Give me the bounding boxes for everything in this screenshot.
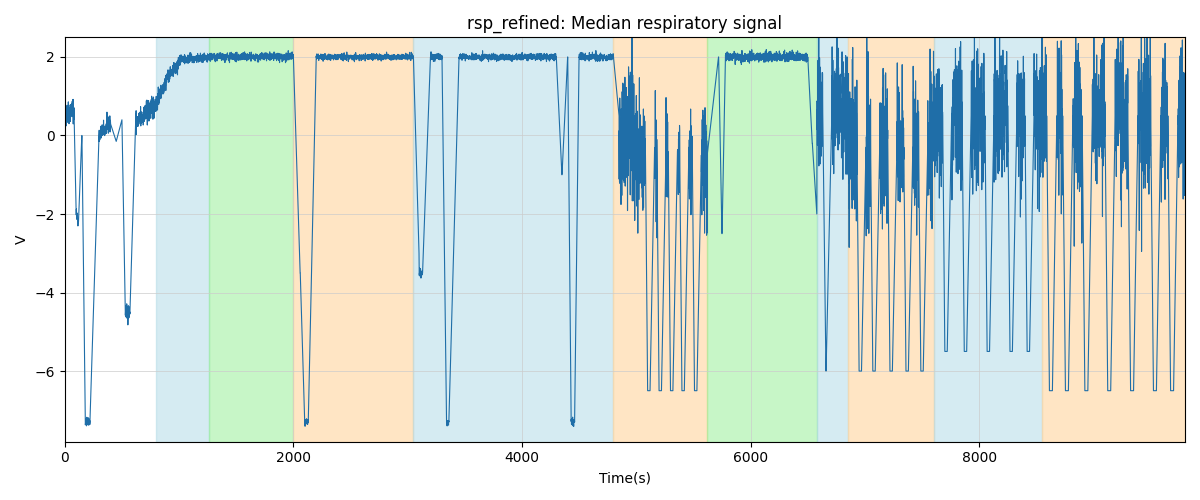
- X-axis label: Time(s): Time(s): [599, 471, 650, 485]
- Bar: [934, 38, 1042, 442]
- Y-axis label: V: V: [16, 235, 29, 244]
- Bar: [817, 38, 847, 442]
- Bar: [613, 38, 707, 442]
- Bar: [707, 38, 817, 442]
- Bar: [1042, 38, 1184, 442]
- Bar: [847, 38, 934, 442]
- Title: rsp_refined: Median respiratory signal: rsp_refined: Median respiratory signal: [467, 15, 782, 34]
- Bar: [156, 38, 209, 442]
- Bar: [414, 38, 613, 442]
- Bar: [209, 38, 293, 442]
- Bar: [293, 38, 414, 442]
